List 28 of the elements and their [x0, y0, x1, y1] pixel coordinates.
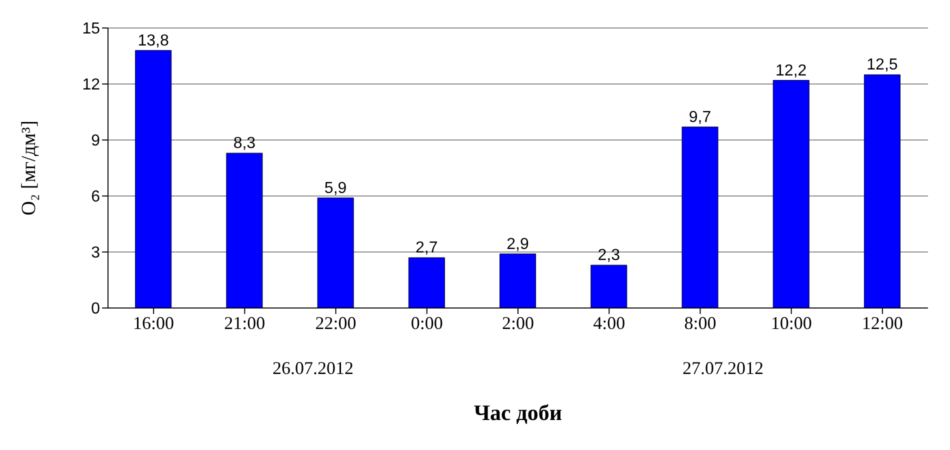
- text: 27.07.2012: [682, 358, 764, 379]
- data-label: 9,7: [688, 108, 712, 126]
- data-label: 12,5: [866, 56, 898, 74]
- y-tick-label: 12: [82, 76, 100, 94]
- x-tick-label: 8:00: [684, 312, 716, 333]
- data-label: 12,2: [776, 62, 807, 80]
- data-label: 2,3: [598, 247, 620, 264]
- y-tick-label: 3: [91, 244, 100, 262]
- y-axis-title: O₂ [мг/дм³]: [18, 120, 40, 216]
- x-tick-label: 22:00: [315, 312, 356, 333]
- data-label: 13,8: [138, 32, 170, 50]
- data-label: 8,3: [233, 135, 256, 152]
- y-tick-label: 9: [91, 132, 100, 150]
- x-tick-label: 0:00: [410, 312, 443, 333]
- y-tick-label: 15: [82, 20, 100, 38]
- x-tick-label: 10:00: [770, 312, 812, 333]
- y-tick-label: 0: [91, 300, 100, 318]
- x-tick-label: 2:00: [502, 312, 534, 333]
- data-label: 2,7: [416, 240, 438, 257]
- data-label: 2,9: [506, 236, 529, 253]
- x-tick-label: 12:00: [862, 312, 903, 333]
- x-tick-label: 16:00: [133, 312, 174, 333]
- x-tick-label: 21:00: [224, 312, 266, 333]
- x-tick-label: 4:00: [593, 312, 626, 333]
- data-label: 5,9: [324, 180, 347, 197]
- x-axis-title: Час доби: [472, 400, 564, 426]
- y-tick-label: 6: [91, 188, 100, 206]
- text: 26.07.2012: [272, 358, 354, 379]
